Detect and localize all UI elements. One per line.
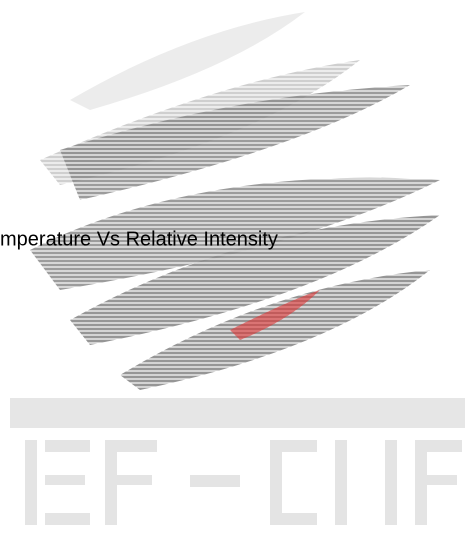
logo-letters xyxy=(25,440,462,525)
caption: mperature Vs Relative Intensity xyxy=(0,228,278,250)
stripe-shapes xyxy=(30,12,440,390)
leaf-shape xyxy=(70,12,305,110)
accent-shape xyxy=(230,290,320,340)
gray-bar xyxy=(10,398,465,428)
leaf-shape xyxy=(120,270,430,390)
leaf-shape xyxy=(30,177,440,290)
leaf-shape xyxy=(70,215,440,345)
leaf-shape xyxy=(60,85,410,200)
